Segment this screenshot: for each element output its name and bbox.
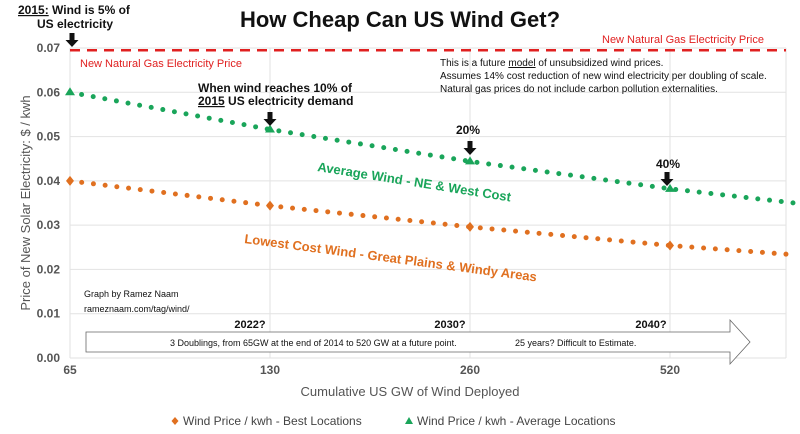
data-point-triangle [665,183,675,192]
y-tick-label: 0.03 [37,218,61,232]
note1-pre: This is a future [440,58,508,69]
y-tick-label: 0.07 [37,41,61,55]
lowest-cost-label: Lowest Cost Wind - Great Plains & Windy … [244,231,538,284]
legend-triangle-icon [405,417,413,424]
data-point-triangle [265,124,275,133]
ten-percent-line1: When wind reaches 10% of [198,81,353,95]
y-axis-label: Price of New Solar Electricity: $ / kwh [18,95,33,310]
arrow-text-years: 25 years? Difficult to Estimate. [515,338,636,348]
arrow-text-doublings: 3 Doublings, from 65GW at the end of 201… [170,338,457,348]
data-point-diamond [466,221,474,232]
legend-label-best: Wind Price / kwh - Best Locations [183,414,362,428]
y-axis-ticks: 0.00 0.01 0.02 0.03 0.04 0.05 0.06 0.07 [37,41,61,365]
start-text: Wind is 5% of [49,3,131,17]
ten-percent-line2: 2015 US electricity demand [198,94,353,108]
start-annotation: 2015: Wind is 5% of [18,3,131,17]
data-point-diamond [266,200,274,211]
note-line3: Natural gas prices do not include carbon… [440,84,718,95]
x-axis-label: Cumulative US GW of Wind Deployed [301,384,520,399]
y-tick-label: 0.05 [37,130,61,144]
gas-label-right: New Natural Gas Electricity Price [602,34,764,46]
year-2022: 2022? [234,319,265,331]
credit-url: rameznaam.com/tag/wind/ [84,304,190,314]
legend: Wind Price / kwh - Best Locations Wind P… [171,414,616,428]
average-wind-label: Average Wind - NE & West Cost [317,159,513,205]
note1-model: model [508,58,535,69]
credit-author: Graph by Ramez Naam [84,289,179,299]
data-point-triangle [65,87,75,96]
y-tick-label: 0.02 [37,262,61,276]
y-tick-label: 0.01 [37,307,61,321]
down-arrow-icon [660,172,674,186]
data-point-triangle [465,156,475,165]
ten-percent-rest: US electricity demand [225,94,354,108]
y-tick-label: 0.00 [37,351,61,365]
legend-diamond-icon [171,417,179,425]
start-annotation-line2: US electricity [37,17,113,31]
forty-percent-label: 40% [656,157,680,171]
y-tick-label: 0.04 [37,174,61,188]
down-arrow-icon [65,33,79,47]
timeline-arrow [85,318,751,366]
down-arrow-icon [463,141,477,155]
ten-percent-year: 2015 [198,94,225,108]
start-year: 2015: [18,3,49,17]
x-tick-label: 65 [63,363,77,377]
twenty-percent-label: 20% [456,123,480,137]
note-line1: This is a future model of unsubsidized w… [440,58,663,69]
data-point-diamond [66,175,74,186]
x-tick-label: 520 [660,363,680,377]
x-tick-label: 130 [260,363,280,377]
year-2030: 2030? [434,319,465,331]
down-arrows [65,33,674,186]
data-point-diamond [666,240,674,251]
series-group [65,87,797,258]
down-arrow-icon [263,112,277,126]
y-tick-label: 0.06 [37,85,61,99]
grid [69,47,787,359]
series-line-average [67,89,797,206]
gas-label-left: New Natural Gas Electricity Price [80,58,242,70]
note1-post: of unsubsidized wind prices. [536,58,664,69]
note-line2: Assumes 14% cost reduction of new wind e… [440,71,767,82]
x-tick-label: 260 [460,363,480,377]
chart-title: How Cheap Can US Wind Get? [240,7,560,32]
year-2040: 2040? [635,319,666,331]
x-axis-ticks: 65 130 260 520 [63,363,680,377]
legend-label-average: Wind Price / kwh - Average Locations [417,414,616,428]
